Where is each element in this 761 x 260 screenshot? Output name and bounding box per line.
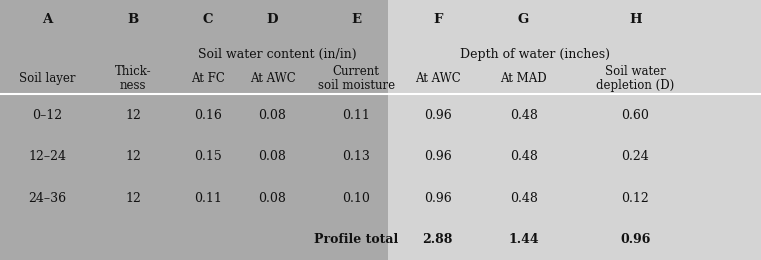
Text: A: A: [42, 13, 53, 26]
Text: 0.16: 0.16: [194, 109, 221, 122]
Text: 0.96: 0.96: [424, 109, 451, 122]
Bar: [0, 94, 388, 136]
Text: 0.10: 0.10: [342, 192, 370, 205]
Text: Soil water
depletion (D): Soil water depletion (D): [597, 65, 674, 93]
Bar: [388, 38, 761, 94]
Text: At AWC: At AWC: [415, 72, 460, 85]
Text: H: H: [629, 13, 642, 26]
Text: Soil water content (in/in): Soil water content (in/in): [199, 48, 357, 61]
Text: 0.08: 0.08: [259, 192, 286, 205]
Bar: [388, 0, 761, 38]
Text: 0.11: 0.11: [342, 109, 370, 122]
Text: 0.13: 0.13: [342, 150, 370, 163]
Bar: [388, 219, 761, 260]
Text: 12: 12: [126, 150, 141, 163]
Text: 24–36: 24–36: [28, 192, 66, 205]
Text: Profile total: Profile total: [314, 233, 398, 246]
Bar: [388, 94, 761, 136]
Text: 0.96: 0.96: [424, 192, 451, 205]
Bar: [0, 38, 388, 94]
Bar: [0, 0, 388, 38]
Text: 0.96: 0.96: [424, 150, 451, 163]
Bar: [388, 178, 761, 219]
Text: 0.11: 0.11: [194, 192, 221, 205]
Text: G: G: [518, 13, 529, 26]
Text: 12–24: 12–24: [28, 150, 66, 163]
Text: 0.08: 0.08: [259, 150, 286, 163]
Text: Depth of water (inches): Depth of water (inches): [460, 48, 610, 61]
Text: At FC: At FC: [191, 72, 224, 85]
Bar: [0, 178, 388, 219]
Text: 0.15: 0.15: [194, 150, 221, 163]
Text: E: E: [351, 13, 361, 26]
Text: 0.08: 0.08: [259, 109, 286, 122]
Text: 0.48: 0.48: [510, 109, 537, 122]
Text: At MAD: At MAD: [500, 72, 547, 85]
Text: 0.24: 0.24: [622, 150, 649, 163]
Text: 0.60: 0.60: [622, 109, 649, 122]
Text: Soil layer: Soil layer: [19, 72, 75, 85]
Text: At AWC: At AWC: [250, 72, 295, 85]
Bar: [0, 219, 388, 260]
Text: 2.88: 2.88: [422, 233, 453, 246]
Bar: [0, 136, 388, 178]
Text: 0.48: 0.48: [510, 192, 537, 205]
Text: Current
soil moisture: Current soil moisture: [317, 65, 395, 93]
Text: 12: 12: [126, 109, 141, 122]
Text: F: F: [433, 13, 442, 26]
Text: 0.96: 0.96: [620, 233, 651, 246]
Text: D: D: [266, 13, 279, 26]
Text: Thick-
ness: Thick- ness: [115, 65, 151, 93]
Text: B: B: [128, 13, 139, 26]
Text: 1.44: 1.44: [508, 233, 539, 246]
Text: 0.48: 0.48: [510, 150, 537, 163]
Text: 12: 12: [126, 192, 141, 205]
Text: 0.12: 0.12: [622, 192, 649, 205]
Text: C: C: [202, 13, 213, 26]
Text: 0–12: 0–12: [32, 109, 62, 122]
Bar: [388, 136, 761, 178]
